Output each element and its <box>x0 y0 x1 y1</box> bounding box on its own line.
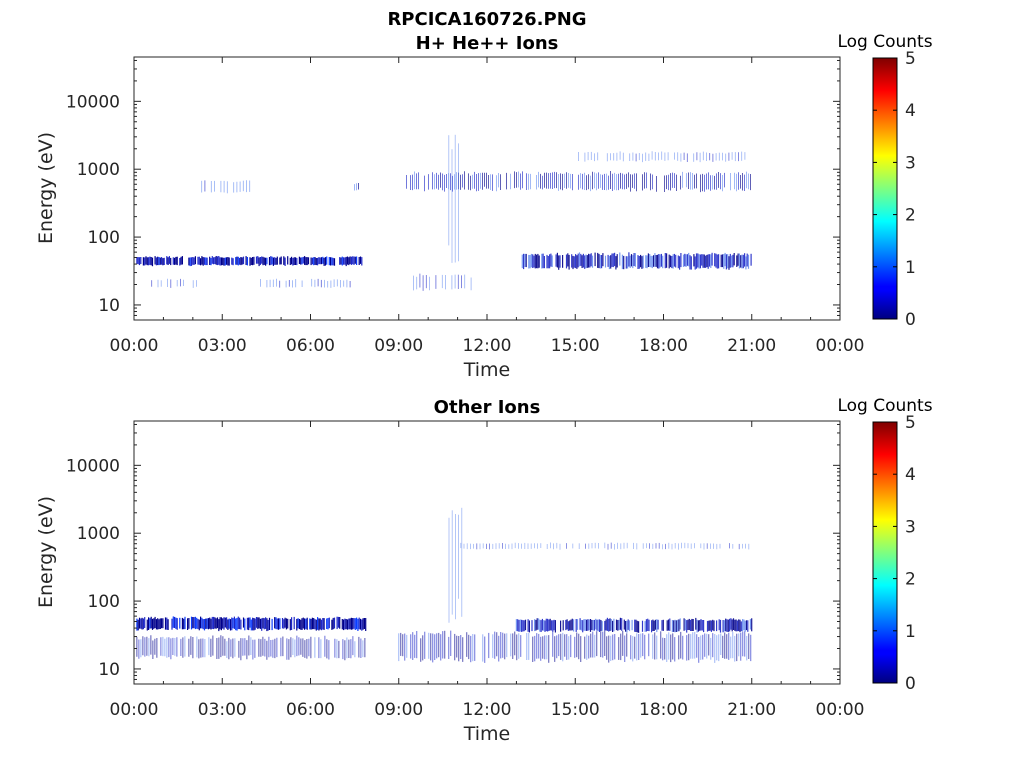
x-tick-label: 00:00 <box>816 700 865 720</box>
colorbar <box>872 421 898 684</box>
spectrum-band <box>201 180 251 194</box>
y-axis-label: Energy (eV) <box>35 496 57 608</box>
x-tick-label: 18:00 <box>639 700 688 720</box>
x-tick-label: 03:00 <box>198 700 247 720</box>
y-tick-label: 10000 <box>66 92 120 112</box>
colorbar-tick-label: 1 <box>905 622 916 642</box>
x-tick-label: 09:00 <box>374 336 423 356</box>
colorbar <box>872 57 898 320</box>
axes: 00:00 03:00 06:00 09:00 12:00 15:00 18:00 21:00… <box>66 57 865 356</box>
spectrum-band <box>354 183 360 191</box>
spectrum-band <box>406 171 751 193</box>
colorbar-tick-label: 5 <box>905 49 916 69</box>
y-tick-label: 10 <box>98 296 120 316</box>
x-tick-label: 06:00 <box>286 336 335 356</box>
spectrum-band <box>398 630 752 663</box>
x-tick-label: 00:00 <box>110 700 159 720</box>
colorbar-tick-label: 2 <box>905 570 916 590</box>
spectrogram-plot <box>136 507 753 663</box>
x-tick-label: 12:00 <box>463 336 512 356</box>
spectrum-band <box>448 134 459 263</box>
colorbar-label: Log Counts <box>837 396 932 416</box>
x-tick-label: 21:00 <box>727 336 776 356</box>
colorbar-tick-label: 4 <box>905 465 916 485</box>
colorbar-tick-label: 5 <box>905 413 916 433</box>
panel-title: Other Ions <box>434 397 541 418</box>
plot-frame <box>133 420 841 685</box>
x-tick-label: 09:00 <box>374 700 423 720</box>
colorbar-tick-label: 3 <box>905 153 916 173</box>
spectrum-band <box>260 278 351 288</box>
panel-title: H+ He++ Ions <box>416 33 559 54</box>
spectrogram-plot <box>136 134 752 291</box>
x-tick-label: 18:00 <box>639 336 688 356</box>
x-axis-label: Time <box>463 723 511 745</box>
colorbar-label: Log Counts <box>837 32 932 52</box>
colorbar-tick-label: 0 <box>905 674 916 694</box>
x-tick-label: 06:00 <box>286 700 335 720</box>
x-tick-label: 15:00 <box>551 336 600 356</box>
x-tick-label: 00:00 <box>816 336 865 356</box>
colorbar-ticks: 0 1 2 3 4 5 <box>873 49 916 330</box>
spectrum-band <box>136 256 363 267</box>
colorbar-tick-label: 1 <box>905 258 916 278</box>
x-tick-label: 12:00 <box>463 700 512 720</box>
colorbar-tick-label: 0 <box>905 310 916 330</box>
spectrum-band <box>521 252 752 270</box>
panel-other-ions: Other Ions 00:00 03:00 06:00 09:00 12:00 15:0… <box>35 396 933 745</box>
colorbar-ticks: 0 1 2 3 4 5 <box>873 413 916 694</box>
y-axis-label: Energy (eV) <box>35 132 57 244</box>
x-tick-label: 00:00 <box>110 336 159 356</box>
colorbar-tick-label: 2 <box>905 206 916 226</box>
x-tick-label: 21:00 <box>727 700 776 720</box>
panel-h-he-ions: H+ He++ Ions 00:00 03:00 06:00 09:00 12:00 15… <box>35 32 933 381</box>
spectrum-band <box>151 278 197 288</box>
spectrum-band <box>515 617 753 633</box>
spectrum-band <box>136 635 366 661</box>
y-tick-label: 10000 <box>66 456 120 476</box>
colorbar-tick-label: 3 <box>905 517 916 537</box>
spectrum-band <box>136 616 367 632</box>
spectrum-band <box>460 542 750 550</box>
figure-title: RPCICA160726.PNG <box>387 9 586 30</box>
colorbar-tick-label: 4 <box>905 101 916 121</box>
axes: 00:00 03:00 06:00 09:00 12:00 15:00 18:00 21:00… <box>66 421 865 720</box>
y-tick-label: 1000 <box>77 524 120 544</box>
y-tick-label: 100 <box>88 228 120 248</box>
x-tick-label: 03:00 <box>198 336 247 356</box>
y-tick-label: 10 <box>98 660 120 680</box>
spectrum-band <box>413 273 472 291</box>
x-axis-label: Time <box>463 359 511 381</box>
spectrum-band <box>448 507 463 623</box>
y-tick-label: 100 <box>88 592 120 612</box>
y-tick-label: 1000 <box>77 160 120 180</box>
x-tick-label: 15:00 <box>551 700 600 720</box>
spectrum-band <box>578 151 746 163</box>
